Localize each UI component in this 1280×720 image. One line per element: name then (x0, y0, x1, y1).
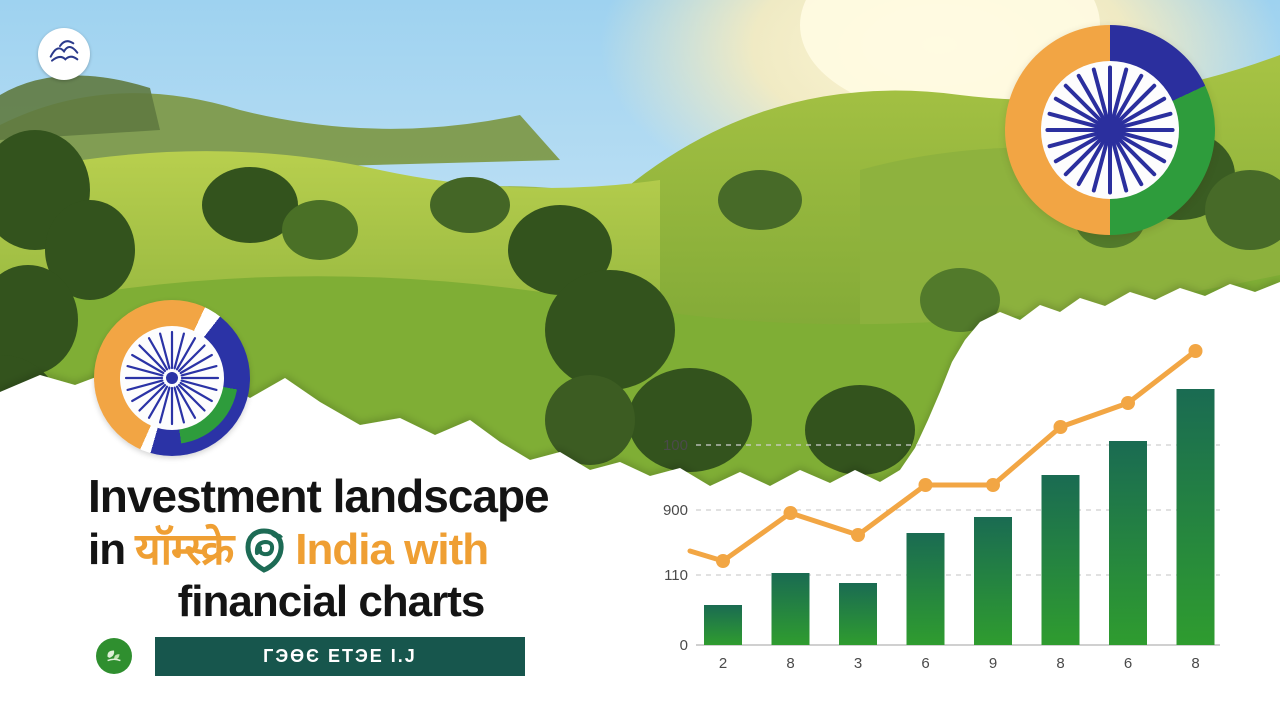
leaf-badge (96, 638, 132, 674)
banner-text: ГЭϴЄ ЕТЭЕ I.J (263, 646, 417, 666)
chakra-spoke (180, 364, 218, 377)
chakra-spoke (1114, 73, 1144, 121)
bar (1176, 389, 1215, 645)
bar (839, 583, 877, 645)
chakra-spoke (1114, 139, 1144, 187)
headline: Investment landscape in यॉम्स्क्रे India… (88, 472, 574, 626)
chakra-spoke (126, 379, 164, 392)
chakra-spoke (1053, 96, 1101, 126)
headline-line2-prefix: in (88, 524, 126, 574)
chakra-spoke (1047, 111, 1099, 129)
bars (704, 389, 1215, 645)
banner: ГЭϴЄ ЕТЭЕ I.J (155, 637, 525, 676)
headline-line3: financial charts (177, 577, 486, 627)
chakra-spoke (138, 383, 167, 412)
y-tick-label: 0 (680, 637, 688, 654)
chakra-spoke (1053, 134, 1101, 164)
y-tick-label: 900 (663, 502, 688, 519)
chakra-spoke (131, 353, 165, 375)
chakra-spoke (1117, 83, 1157, 123)
chakra-spoke (1117, 137, 1157, 177)
line-point (851, 528, 865, 542)
india-flag-ring-chart (94, 300, 250, 456)
line-point (783, 506, 798, 520)
chakra-spoke (1111, 67, 1129, 119)
x-tick-label: 8 (1056, 655, 1064, 672)
line-point (716, 554, 730, 568)
chakra-spoke (1063, 137, 1103, 177)
headline-line1: Investment landscape (88, 470, 550, 522)
bar (906, 533, 945, 645)
scribble-doodle-icon (49, 40, 79, 62)
chakra-spoke (1091, 67, 1109, 119)
chakra-spoke (126, 364, 164, 377)
headline-line2: in यॉम्स्क्रे India with (88, 524, 574, 574)
chakra-spoke (173, 332, 186, 370)
bar (974, 517, 1012, 645)
chakra-spoke (179, 381, 213, 403)
line-point (1121, 396, 1135, 410)
ring-green-arc (106, 312, 238, 444)
chakra-spoke (138, 344, 167, 373)
x-tick-label: 6 (1124, 655, 1132, 672)
chakra-spoke (147, 337, 169, 371)
trend-line (687, 344, 1203, 568)
chakra-spoke (131, 381, 165, 403)
y-tick-label: 100 (663, 437, 688, 454)
bar (1041, 475, 1080, 645)
chakra-hub (1097, 117, 1123, 143)
brand-logo (38, 28, 90, 80)
chakra-spoke (1119, 96, 1167, 126)
chakra-spoke (175, 385, 197, 419)
chakra-spoke (177, 344, 206, 373)
chakra-spoke (147, 385, 169, 419)
chakra-spoke (179, 353, 213, 375)
headline-hindi-word: यॉम्स्क्रे (135, 524, 234, 574)
chakra-spoke (1091, 141, 1109, 193)
bar (704, 605, 742, 645)
chakra-spoke (1121, 111, 1173, 129)
chakra-spoke (158, 386, 171, 424)
chakra-spoke (177, 383, 206, 412)
ashoka-chakra-icon (1045, 65, 1175, 195)
headline-line2-suffix: India with (295, 524, 489, 574)
x-tick-label: 3 (854, 655, 862, 672)
bar (771, 573, 810, 645)
leaf-pin-icon (243, 527, 285, 573)
donut-hole (1041, 61, 1179, 199)
chakra-spoke (1119, 134, 1167, 164)
chakra-spoke (158, 332, 171, 370)
chakra-spoke (1076, 139, 1106, 187)
ashoka-chakra-icon (124, 330, 220, 426)
ring-hole (120, 326, 224, 430)
bar-line-chart: 100 900 110 0 2 8 3 6 9 8 6 8 (663, 344, 1220, 672)
x-tick-label: 8 (1191, 655, 1199, 672)
chakra-spoke (1076, 73, 1106, 121)
chakra-spoke (173, 386, 186, 424)
chakra-spoke (180, 379, 218, 392)
chakra-spoke (175, 337, 197, 371)
chakra-spoke (1111, 141, 1129, 193)
chakra-spoke (1121, 131, 1173, 149)
chakra-hub (166, 372, 178, 384)
x-tick-label: 8 (786, 655, 794, 672)
x-tick-label: 2 (719, 655, 727, 672)
line-point (918, 478, 933, 492)
line-point (1188, 344, 1203, 358)
axis-labels: 100 900 110 0 2 8 3 6 9 8 6 8 (663, 437, 1200, 672)
leaf-hands-icon (107, 650, 121, 662)
x-tick-label: 9 (989, 655, 997, 672)
line-point (986, 478, 1000, 492)
bar (1109, 441, 1147, 645)
financial-chart: 100 900 110 0 2 8 3 6 9 8 6 8 (640, 320, 1280, 700)
chakra-spoke (1063, 83, 1103, 123)
line-point (1053, 420, 1068, 434)
chakra-spoke (1047, 131, 1099, 149)
y-tick-label: 110 (664, 567, 688, 584)
x-tick-label: 6 (921, 655, 929, 672)
india-flag-donut-chart (1005, 25, 1215, 235)
